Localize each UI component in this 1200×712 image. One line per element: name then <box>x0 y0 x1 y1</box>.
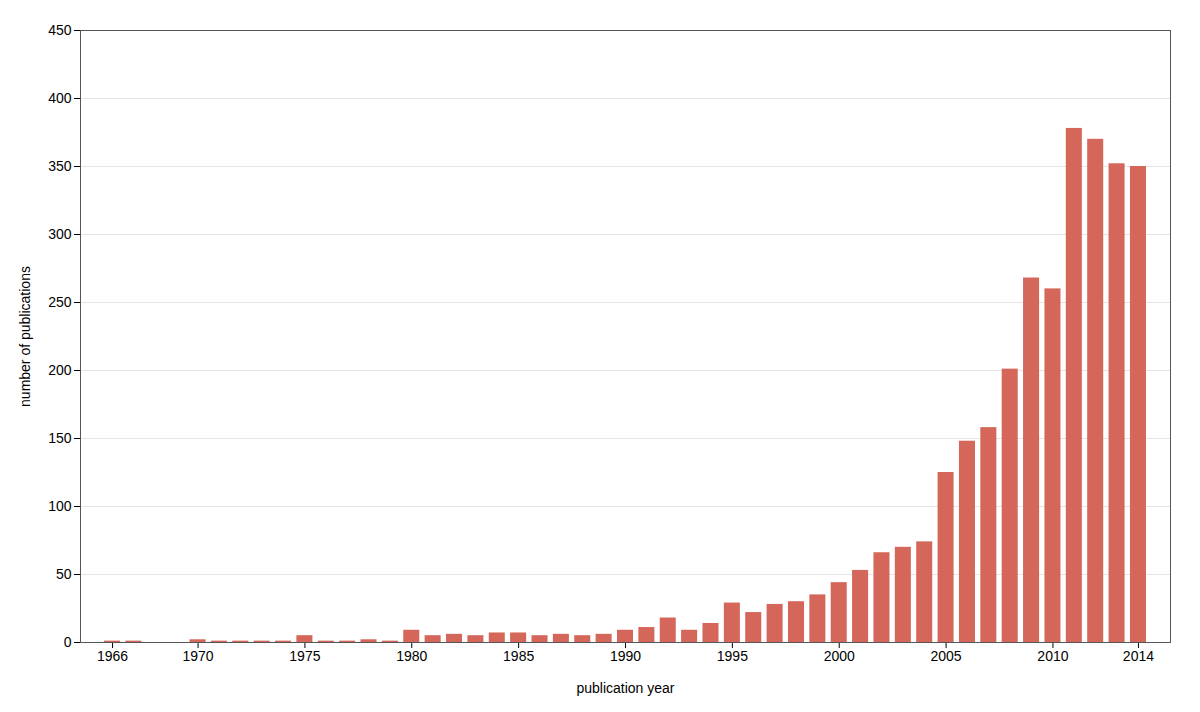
svg-text:publication year: publication year <box>576 680 674 696</box>
svg-text:350: 350 <box>48 158 72 174</box>
svg-text:450: 450 <box>48 22 72 38</box>
svg-text:1985: 1985 <box>503 648 534 664</box>
svg-text:200: 200 <box>48 362 72 378</box>
svg-text:1975: 1975 <box>289 648 320 664</box>
svg-text:2010: 2010 <box>1037 648 1068 664</box>
svg-text:2005: 2005 <box>931 648 962 664</box>
svg-text:50: 50 <box>56 566 72 582</box>
svg-text:2014: 2014 <box>1123 648 1154 664</box>
svg-text:1966: 1966 <box>97 648 128 664</box>
svg-text:2000: 2000 <box>824 648 855 664</box>
svg-text:0: 0 <box>64 634 72 650</box>
svg-text:300: 300 <box>48 226 72 242</box>
svg-text:100: 100 <box>48 498 72 514</box>
svg-text:1995: 1995 <box>717 648 748 664</box>
svg-text:1980: 1980 <box>396 648 427 664</box>
svg-text:1970: 1970 <box>182 648 213 664</box>
svg-text:1990: 1990 <box>610 648 641 664</box>
svg-text:250: 250 <box>48 294 72 310</box>
svg-text:number of publications: number of publications <box>17 266 33 407</box>
svg-text:150: 150 <box>48 430 72 446</box>
svg-text:400: 400 <box>48 90 72 106</box>
